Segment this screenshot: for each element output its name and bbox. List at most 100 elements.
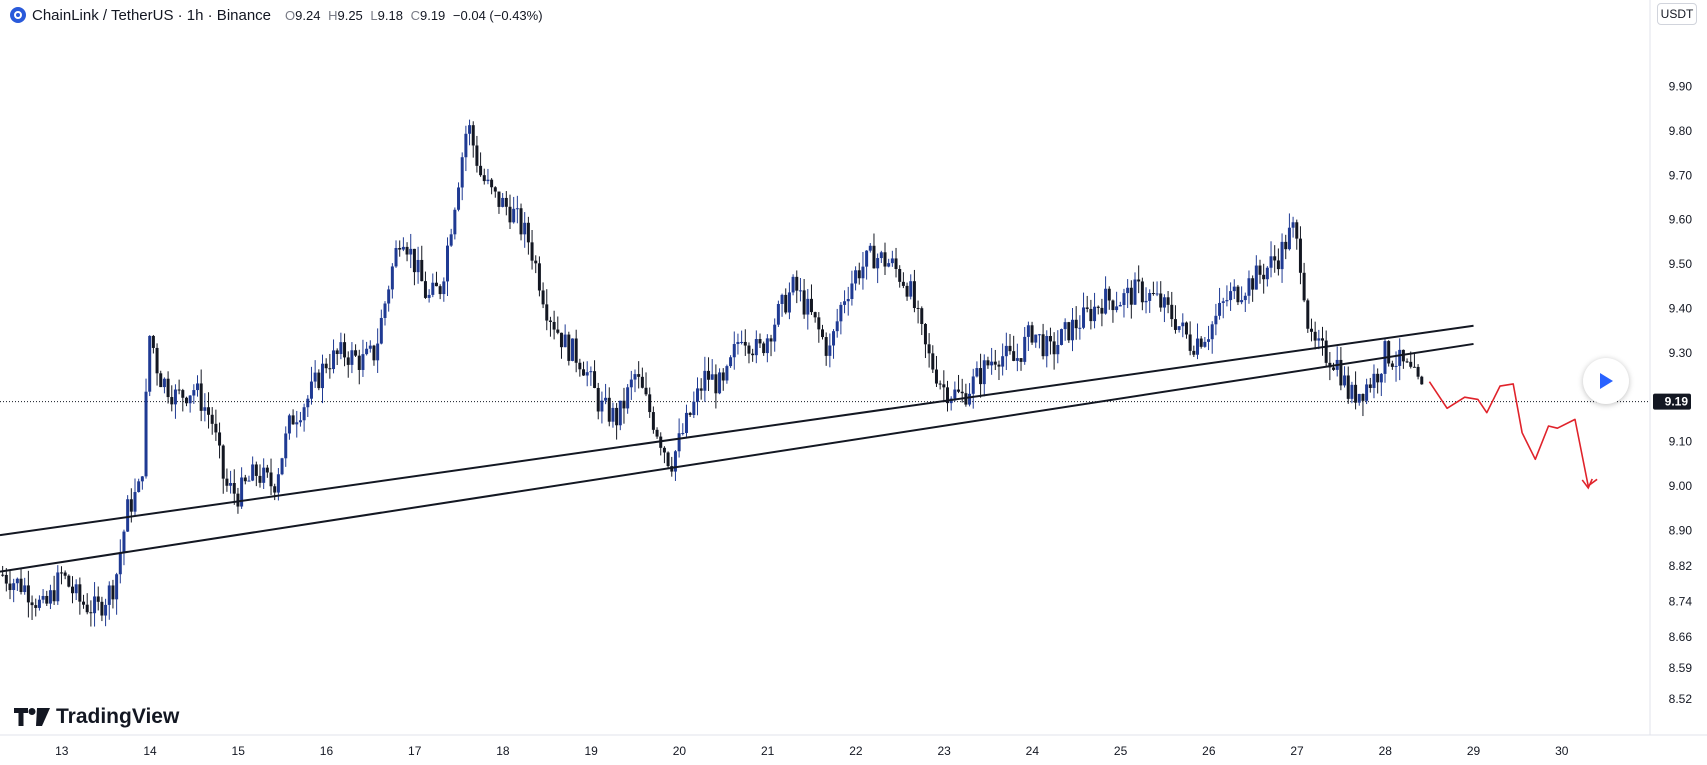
candle-body	[655, 429, 659, 437]
candle-body	[707, 370, 711, 380]
candle-body	[129, 499, 133, 512]
candle-body	[670, 466, 674, 472]
candle-body	[306, 398, 310, 408]
candle-body	[526, 222, 530, 243]
candle-body	[515, 208, 519, 210]
candle-body	[541, 290, 545, 305]
candle-body	[1122, 293, 1126, 306]
y-tick-label: 8.82	[1669, 559, 1693, 573]
candle-body	[1, 574, 5, 576]
candle-body	[1394, 365, 1398, 367]
candle-body	[468, 125, 472, 134]
candle-body	[350, 350, 354, 365]
tradingview-logo[interactable]: TradingView	[14, 705, 179, 729]
candle-body	[732, 344, 736, 358]
candle-body	[398, 247, 402, 250]
candle-body	[1225, 300, 1229, 302]
x-tick-label: 24	[1026, 744, 1040, 758]
candle-body	[295, 422, 299, 425]
candle-body	[63, 572, 67, 576]
candle-body	[1269, 256, 1273, 268]
candle-body	[854, 270, 858, 284]
candle-body	[287, 415, 291, 434]
play-button[interactable]	[1583, 358, 1629, 404]
y-tick-label: 9.60	[1669, 213, 1693, 227]
candle-body	[192, 390, 196, 396]
candle-body	[482, 175, 486, 182]
candle-body	[1111, 300, 1115, 311]
candle-body	[1074, 319, 1078, 329]
candle-body	[431, 282, 435, 295]
candle-body	[798, 290, 802, 292]
candle-body	[1078, 327, 1082, 329]
candle-body	[545, 304, 549, 321]
candle-body	[93, 596, 97, 614]
candle-body	[765, 338, 769, 354]
candle-body	[34, 605, 38, 608]
candle-body	[1140, 281, 1144, 303]
candle-body	[821, 329, 824, 338]
candle-body	[196, 383, 199, 391]
currency-badge[interactable]: USDT	[1657, 3, 1697, 25]
y-tick-label: 9.70	[1669, 168, 1693, 182]
candle-body	[1357, 393, 1361, 403]
candle-body	[1218, 302, 1222, 316]
candle-body	[1346, 375, 1350, 399]
candle-body	[207, 407, 211, 415]
candle-body	[151, 335, 155, 348]
candle-body	[894, 258, 898, 270]
candle-body	[313, 372, 317, 382]
candle-body	[611, 407, 615, 422]
candle-body	[243, 477, 247, 482]
candle-body	[265, 467, 269, 473]
forecast-path[interactable]	[1428, 381, 1598, 487]
candle-body	[199, 383, 203, 411]
candle-body	[754, 338, 758, 356]
candle-body	[1409, 361, 1413, 367]
candle-body	[1221, 301, 1225, 303]
candle-body	[1350, 384, 1354, 399]
candle-body	[762, 343, 766, 354]
x-tick-label: 25	[1114, 744, 1128, 758]
candle-body	[1115, 306, 1119, 311]
candle-body	[1291, 222, 1295, 228]
candle-body	[644, 387, 648, 395]
trendline-1[interactable]	[0, 324, 1474, 537]
x-tick-label: 15	[232, 744, 246, 758]
candle-body	[1361, 393, 1365, 401]
candle-body	[52, 590, 56, 602]
symbol-header[interactable]: ChainLink / TetherUS · 1h · Binance O9.2…	[10, 5, 543, 25]
candle-body	[173, 389, 177, 405]
candle-body	[795, 276, 799, 291]
candle-body	[490, 179, 494, 188]
candle-body	[990, 361, 994, 366]
candle-body	[1041, 334, 1045, 357]
candle-body	[1214, 315, 1218, 325]
candle-body	[615, 407, 619, 426]
candle-body	[85, 604, 89, 613]
candle-body	[1137, 279, 1141, 282]
candle-body	[714, 374, 718, 394]
candle-body	[59, 572, 63, 574]
symbol-title[interactable]: ChainLink / TetherUS · 1h · Binance	[32, 6, 272, 24]
candle-body	[681, 433, 685, 435]
candle-body	[137, 481, 141, 493]
candle-body	[879, 252, 883, 259]
candle-body	[218, 432, 222, 446]
candle-body	[578, 362, 582, 370]
candle-body	[993, 361, 997, 365]
candle-body	[232, 483, 236, 494]
candle-body	[876, 258, 880, 269]
candle-body	[1159, 293, 1163, 308]
trendline-2[interactable]	[0, 342, 1474, 573]
x-tick-label: 23	[937, 744, 951, 758]
candle-body	[82, 601, 86, 605]
candle-body	[15, 578, 19, 584]
y-tick-label: 8.59	[1669, 661, 1693, 675]
candle-body	[1129, 287, 1133, 305]
candle-body	[1309, 328, 1313, 332]
candle-body	[1387, 341, 1391, 364]
candle-body	[4, 574, 8, 584]
x-tick-label: 20	[673, 744, 687, 758]
